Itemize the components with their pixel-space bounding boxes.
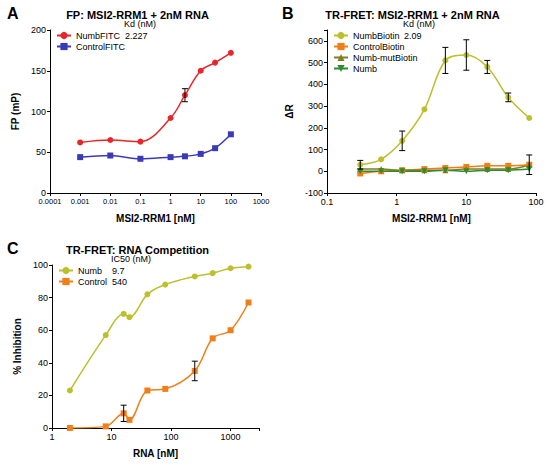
svg-text:200: 200 [31, 25, 46, 35]
svg-text:C: C [7, 240, 19, 257]
svg-text:1000: 1000 [221, 432, 241, 442]
svg-text:0: 0 [41, 188, 46, 198]
svg-text:100: 100 [225, 197, 238, 206]
svg-text:0.1: 0.1 [135, 197, 145, 206]
svg-text:TR-FRET: MSI2-RRM1 + 2nM RNA: TR-FRET: MSI2-RRM1 + 2nM RNA [325, 9, 500, 21]
svg-text:NumbBiotin: NumbBiotin [353, 31, 400, 41]
svg-text:Numb-mutBiotin: Numb-mutBiotin [353, 53, 418, 63]
svg-text:2.227: 2.227 [125, 31, 148, 41]
svg-text:0: 0 [318, 166, 323, 176]
svg-text:0.0001: 0.0001 [39, 197, 62, 206]
svg-text:IC50 (nM): IC50 (nM) [111, 253, 151, 264]
svg-text:10: 10 [197, 197, 205, 206]
svg-text:50: 50 [36, 147, 46, 157]
svg-text:Control: Control [78, 277, 107, 287]
svg-text:Kd (nM): Kd (nM) [403, 18, 435, 29]
svg-text:9.7: 9.7 [112, 266, 125, 276]
svg-text:0: 0 [43, 423, 48, 433]
svg-text:100: 100 [164, 432, 179, 442]
svg-text:Numb: Numb [78, 266, 102, 276]
svg-text:1: 1 [168, 197, 172, 206]
svg-text:100: 100 [308, 145, 323, 155]
svg-text:100: 100 [528, 197, 543, 207]
svg-text:80: 80 [38, 293, 48, 303]
svg-text:10: 10 [461, 197, 471, 207]
svg-text:0.01: 0.01 [103, 197, 118, 206]
svg-text:1000: 1000 [253, 197, 270, 206]
svg-text:% Inhibition: % Inhibition [12, 318, 23, 375]
svg-text:ΔR: ΔR [284, 104, 295, 119]
svg-text:200: 200 [308, 123, 323, 133]
svg-text:600: 600 [308, 36, 323, 46]
svg-text:FP (mP): FP (mP) [10, 93, 21, 131]
svg-text:TR-FRET: RNA Competition: TR-FRET: RNA Competition [66, 244, 209, 256]
svg-text:0.1: 0.1 [321, 197, 334, 207]
svg-text:1: 1 [394, 197, 399, 207]
svg-text:-100: -100 [305, 188, 323, 198]
svg-text:2.09: 2.09 [404, 31, 422, 41]
svg-text:500: 500 [308, 58, 323, 68]
svg-text:ControlFITC: ControlFITC [76, 42, 126, 52]
svg-text:400: 400 [308, 79, 323, 89]
svg-text:20: 20 [38, 390, 48, 400]
svg-text:10: 10 [107, 432, 117, 442]
svg-text:100: 100 [31, 107, 46, 117]
svg-text:RNA [nM]: RNA [nM] [133, 448, 178, 459]
svg-text:MSI2-RRM1 [nM]: MSI2-RRM1 [nM] [392, 213, 471, 224]
svg-text:150: 150 [31, 66, 46, 76]
svg-text:B: B [282, 5, 294, 22]
svg-text:60: 60 [38, 325, 48, 335]
svg-text:540: 540 [112, 277, 127, 287]
svg-text:300: 300 [308, 101, 323, 111]
svg-text:100: 100 [33, 260, 48, 270]
svg-text:ControlBiotin: ControlBiotin [353, 42, 405, 52]
svg-text:0.001: 0.001 [71, 197, 90, 206]
svg-text:40: 40 [38, 358, 48, 368]
svg-text:MSI2-RRM1 [nM]: MSI2-RRM1 [nM] [116, 213, 195, 224]
svg-text:A: A [7, 5, 19, 22]
svg-text:FP: MSI2-RRM1 + 2nM RNA: FP: MSI2-RRM1 + 2nM RNA [66, 9, 209, 21]
svg-text:NumbFITC: NumbFITC [76, 31, 121, 41]
svg-text:Kd (nM): Kd (nM) [124, 18, 156, 29]
svg-text:1: 1 [49, 432, 54, 442]
svg-text:Numb: Numb [353, 64, 377, 74]
